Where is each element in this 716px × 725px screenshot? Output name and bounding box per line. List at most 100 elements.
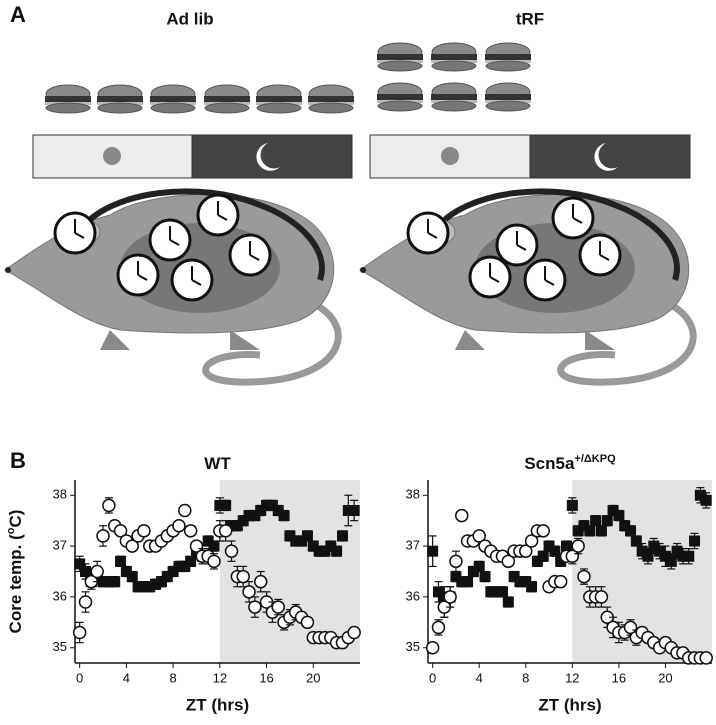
data-point: [432, 586, 444, 598]
data-point: [491, 586, 503, 598]
chart-title: WT: [204, 454, 231, 473]
data-point: [524, 534, 539, 548]
data-point: [519, 544, 533, 558]
data-point: [296, 535, 308, 547]
data-point: [625, 525, 637, 537]
title-text: Scn5a: [524, 454, 575, 473]
data-point: [699, 651, 713, 665]
data-point: [97, 576, 109, 588]
data-point: [467, 566, 479, 577]
light-dark-bars: [32, 134, 691, 179]
data-point: [242, 585, 256, 599]
data-point: [496, 586, 508, 598]
data-point: [572, 525, 584, 537]
data-point: [342, 505, 354, 516]
x-tick-label: 0: [76, 670, 83, 685]
data-point: [300, 615, 315, 630]
data-point: [132, 581, 144, 593]
data-point: [607, 505, 619, 516]
data-point: [443, 590, 457, 604]
data-point: [449, 554, 463, 569]
data-point: [266, 499, 278, 511]
data-point: [155, 576, 167, 588]
data-point: [161, 571, 173, 583]
data-point: [167, 566, 179, 577]
data-point: [113, 524, 128, 538]
data-point: [138, 581, 150, 593]
data-point: [671, 545, 683, 557]
y-tick-label: 37: [406, 538, 420, 553]
data-point: [595, 525, 607, 537]
data-point: [536, 524, 550, 538]
data-point: [456, 576, 468, 588]
mouse-illustration: [5, 191, 693, 382]
data-point: [284, 530, 296, 542]
data-point: [683, 550, 695, 562]
x-tick-label: 0: [429, 670, 436, 685]
data-point: [636, 545, 648, 557]
group-title: Ad lib: [166, 9, 213, 28]
data-point: [549, 545, 561, 557]
data-point: [514, 576, 526, 588]
data-point: [220, 499, 232, 511]
data-point: [144, 581, 156, 593]
series: [72, 497, 361, 650]
data-point: [584, 525, 596, 537]
data-point: [531, 555, 543, 567]
data-point: [479, 571, 491, 583]
data-point: [74, 558, 86, 570]
panel-label: A: [10, 2, 26, 27]
y-tick-label: 36: [406, 588, 420, 603]
y-tick-label: 35: [406, 639, 420, 654]
data-point: [137, 524, 151, 538]
data-point: [613, 510, 625, 522]
data-point: [501, 554, 516, 569]
series: [425, 508, 713, 665]
data-point: [630, 535, 642, 547]
data-point: [80, 566, 92, 577]
data-point: [347, 625, 361, 640]
y-axis-label: Core temp. (oC): [5, 510, 26, 634]
data-point: [172, 519, 186, 533]
data-point: [290, 535, 302, 547]
data-point: [648, 540, 660, 552]
data-point: [115, 555, 127, 567]
x-axis-label: ZT (hrs): [186, 695, 249, 714]
data-point: [348, 505, 360, 516]
data-point: [231, 520, 243, 532]
title-superscript: +/ΔKPQ: [574, 453, 616, 465]
data-point: [208, 540, 220, 552]
y-tick-label: 35: [53, 639, 67, 654]
data-point: [601, 515, 613, 527]
data-point: [472, 529, 486, 543]
data-point: [103, 576, 115, 588]
data-point: [553, 574, 568, 589]
x-tick-label: 20: [658, 670, 672, 685]
data-point: [125, 539, 139, 553]
data-point: [659, 550, 671, 562]
data-point: [473, 560, 485, 572]
data-point: [313, 545, 325, 557]
y-tick-label: 37: [53, 538, 67, 553]
data-point: [207, 554, 221, 569]
data-point: [485, 586, 497, 598]
data-point: [72, 625, 87, 640]
data-point: [325, 540, 337, 552]
data-point: [109, 576, 121, 588]
x-tick-label: 12: [213, 670, 227, 685]
data-point: [431, 620, 446, 635]
data-point: [126, 571, 138, 583]
data-point: [226, 520, 238, 532]
data-point: [520, 576, 532, 588]
data-point: [336, 530, 348, 542]
data-point: [537, 550, 549, 562]
data-point: [555, 555, 567, 567]
data-point: [301, 530, 313, 542]
data-point: [594, 590, 609, 604]
data-point: [150, 578, 162, 590]
data-point: [526, 581, 538, 593]
data-point: [427, 545, 439, 557]
data-point: [248, 600, 262, 614]
